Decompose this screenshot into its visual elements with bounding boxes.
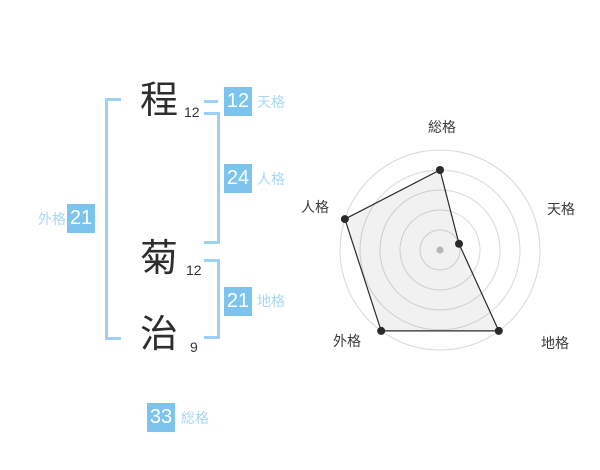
- chikaku-label: 地格: [257, 293, 285, 309]
- radar-data-point: [377, 326, 386, 335]
- gaikaku-bracket: [105, 98, 121, 340]
- given-stroke-count-1: 12: [186, 262, 202, 278]
- jinkaku-score-badge: 24: [224, 164, 252, 193]
- radar-axis-label: 天格: [547, 201, 575, 217]
- soukaku-score-badge: 33: [147, 403, 175, 432]
- given-stroke-count-2: 9: [190, 339, 198, 355]
- given-kanji-1: 菊: [140, 238, 179, 280]
- radar-axis-label: 地格: [541, 335, 569, 351]
- tenkaku-label: 天格: [257, 94, 285, 110]
- jinkaku-label: 人格: [257, 171, 285, 187]
- radar-grid-ring: [339, 149, 541, 351]
- radar-polygon: [344, 169, 500, 332]
- radar-data-point: [436, 166, 444, 174]
- radar-axis-label: 外格: [333, 333, 361, 349]
- radar-center-dot: [436, 246, 444, 254]
- given-kanji-2: 治: [140, 314, 179, 356]
- radar-grid-ring: [399, 209, 481, 291]
- radar-axis-label: 総格: [428, 119, 456, 135]
- gaikaku-score-badge: 21: [67, 204, 95, 233]
- radar-data-point: [494, 326, 503, 335]
- gaikaku-label: 外格: [38, 211, 66, 227]
- chikaku-score-badge: 21: [224, 287, 252, 316]
- radar-axis-label: 人格: [301, 199, 329, 215]
- soukaku-label: 総格: [181, 410, 209, 426]
- surname-stroke-count: 12: [184, 104, 200, 120]
- radar-grid-ring: [419, 229, 461, 271]
- surname-kanji: 程: [140, 80, 179, 122]
- jinkaku-bracket: [204, 112, 220, 244]
- tenkaku-score-badge: 12: [224, 87, 252, 116]
- chikaku-bracket: [204, 259, 220, 339]
- tenkaku-tick: [204, 100, 218, 103]
- radar-data-point: [340, 215, 349, 224]
- radar-grid-ring: [379, 189, 501, 311]
- radar-data-point: [455, 239, 463, 248]
